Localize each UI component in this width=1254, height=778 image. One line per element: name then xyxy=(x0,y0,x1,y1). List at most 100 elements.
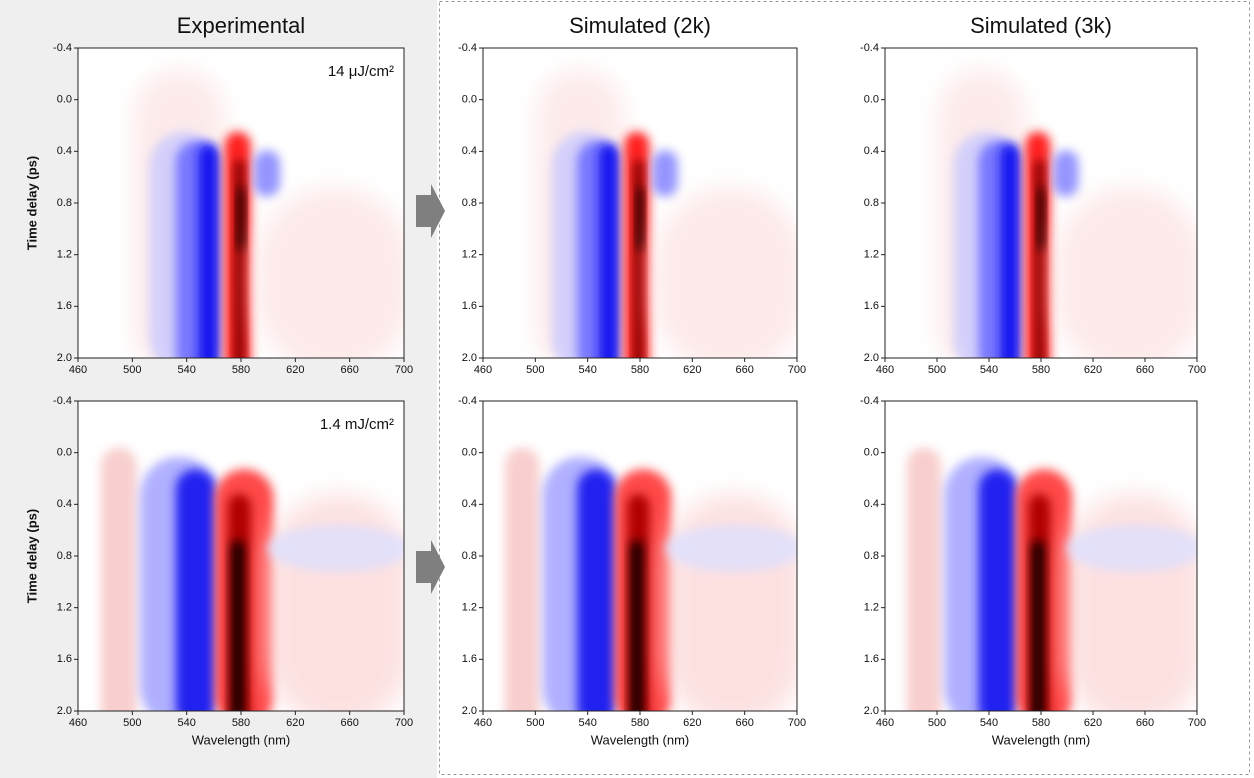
x-tick-label: 460 xyxy=(474,717,492,729)
y-tick-label: 0.0 xyxy=(57,447,72,459)
x-tick-label: 700 xyxy=(1188,717,1206,729)
x-tick-label: 620 xyxy=(683,717,701,729)
heatmap xyxy=(483,48,797,358)
x-tick-label: 500 xyxy=(928,717,946,729)
y-tick-label: 0.8 xyxy=(864,550,879,562)
y-tick-label: 0.4 xyxy=(57,498,72,510)
panel-title: Experimental xyxy=(177,13,305,38)
heatmap-feature xyxy=(504,447,540,711)
y-tick-label: 1.6 xyxy=(462,653,477,665)
x-tick-label: 660 xyxy=(735,364,753,376)
y-tick-label: 2.0 xyxy=(462,352,477,364)
heatmap-feature xyxy=(577,469,615,711)
heatmap-feature xyxy=(655,187,797,358)
heatmap xyxy=(885,401,1197,711)
x-tick-label: 540 xyxy=(980,717,998,729)
x-tick-label: 620 xyxy=(286,364,304,376)
simulated-frame xyxy=(439,1,1250,775)
y-tick-label: 1.2 xyxy=(864,602,879,614)
heatmap-feature xyxy=(198,144,219,358)
x-tick-label: 580 xyxy=(1032,717,1050,729)
y-tick-label: -0.4 xyxy=(458,42,477,54)
heatmap-feature xyxy=(175,469,215,711)
arrow xyxy=(416,184,445,238)
heatmap xyxy=(78,401,404,711)
x-tick-label: 620 xyxy=(1084,364,1102,376)
annotation: 1.4 mJ/cm² xyxy=(320,416,394,433)
y-tick-label: 2.0 xyxy=(864,705,879,717)
x-tick-label: 500 xyxy=(123,717,141,729)
y-tick-label: 1.6 xyxy=(57,653,72,665)
y-tick-label: 0.8 xyxy=(462,550,477,562)
y-tick-label: -0.4 xyxy=(860,42,879,54)
y-tick-label: 0.4 xyxy=(462,145,477,157)
y-tick-label: 0.0 xyxy=(864,447,879,459)
x-tick-label: 460 xyxy=(876,364,894,376)
annotation: 14 μJ/cm² xyxy=(328,63,394,80)
y-tick-label: 2.0 xyxy=(462,705,477,717)
panel-title: Simulated (3k) xyxy=(970,13,1112,38)
y-axis-label: Time delay (ps) xyxy=(24,509,39,603)
y-tick-label: 2.0 xyxy=(57,705,72,717)
y-tick-label: 1.6 xyxy=(864,300,879,312)
heatmap xyxy=(78,48,404,358)
heatmap-feature xyxy=(636,187,644,250)
x-tick-label: 700 xyxy=(1188,364,1206,376)
heatmap xyxy=(483,401,797,711)
y-tick-label: 0.8 xyxy=(57,550,72,562)
x-tick-label: 460 xyxy=(474,364,492,376)
x-tick-label: 460 xyxy=(69,717,87,729)
y-tick-label: -0.4 xyxy=(860,395,879,407)
heatmap-feature xyxy=(1000,144,1020,358)
heatmap-feature xyxy=(231,540,245,711)
x-tick-label: 660 xyxy=(1136,717,1154,729)
x-tick-label: 620 xyxy=(683,364,701,376)
heatmap-feature xyxy=(1037,187,1045,250)
y-tick-label: 0.0 xyxy=(864,94,879,106)
y-axis-label: Time delay (ps) xyxy=(24,156,39,250)
x-tick-label: 460 xyxy=(876,717,894,729)
y-tick-label: 0.0 xyxy=(462,94,477,106)
x-tick-label: 660 xyxy=(340,364,358,376)
heatmap-feature xyxy=(1053,150,1079,197)
y-tick-label: 1.6 xyxy=(57,300,72,312)
heatmap xyxy=(885,48,1197,358)
y-tick-label: 1.6 xyxy=(864,653,879,665)
heatmap-feature xyxy=(257,187,404,358)
x-tick-label: 540 xyxy=(177,364,195,376)
y-tick-label: 0.4 xyxy=(57,145,72,157)
heatmap-feature xyxy=(1065,525,1197,572)
y-tick-label: -0.4 xyxy=(53,395,72,407)
heatmap-feature xyxy=(1056,187,1197,358)
x-axis-label: Wavelength (nm) xyxy=(591,732,690,747)
y-tick-label: 0.8 xyxy=(57,197,72,209)
heatmap-feature xyxy=(599,144,619,358)
x-tick-label: 700 xyxy=(788,364,806,376)
y-tick-label: 0.4 xyxy=(864,498,879,510)
y-tick-label: 2.0 xyxy=(57,352,72,364)
x-tick-label: 500 xyxy=(928,364,946,376)
heatmap-feature xyxy=(978,469,1017,711)
heatmap-feature xyxy=(267,525,404,572)
x-axis-label: Wavelength (nm) xyxy=(192,732,291,747)
x-tick-label: 500 xyxy=(123,364,141,376)
x-tick-label: 700 xyxy=(395,364,413,376)
heatmap-feature xyxy=(1031,540,1045,711)
y-tick-label: 0.8 xyxy=(462,197,477,209)
heatmap-feature xyxy=(665,525,797,572)
x-axis-label: Wavelength (nm) xyxy=(992,732,1091,747)
x-tick-label: 500 xyxy=(526,364,544,376)
heatmap-feature xyxy=(630,540,644,711)
y-tick-label: 1.2 xyxy=(57,602,72,614)
x-tick-label: 540 xyxy=(980,364,998,376)
y-tick-label: 2.0 xyxy=(864,352,879,364)
y-tick-label: 1.6 xyxy=(462,300,477,312)
y-tick-label: -0.4 xyxy=(53,42,72,54)
y-tick-label: 0.0 xyxy=(57,94,72,106)
y-tick-label: 1.2 xyxy=(57,249,72,261)
y-tick-label: 0.8 xyxy=(864,197,879,209)
x-tick-label: 700 xyxy=(788,717,806,729)
x-tick-label: 660 xyxy=(735,717,753,729)
x-tick-label: 540 xyxy=(578,364,596,376)
